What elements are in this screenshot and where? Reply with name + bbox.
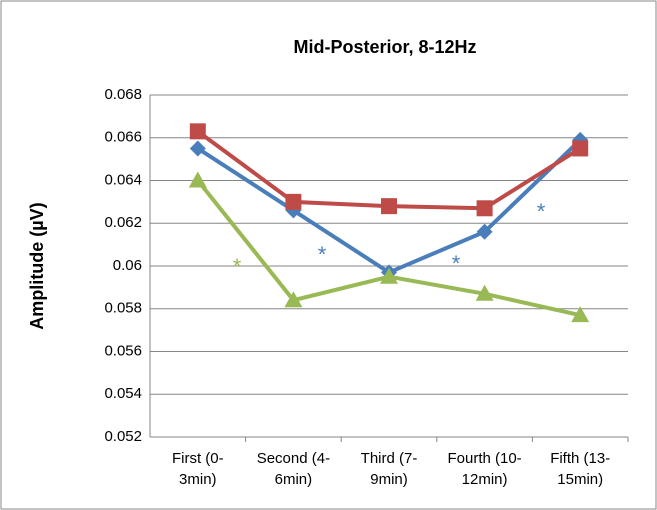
x-tick-label: Fourth (10-12min) — [447, 450, 521, 488]
marker — [476, 200, 493, 217]
x-tick-label: Second (4-6min) — [257, 450, 330, 488]
y-axis-label: Amplitude (µV) — [27, 202, 47, 329]
x-tick-label: Third (7-9min) — [361, 450, 418, 488]
y-tick-label: 0.062 — [104, 214, 142, 231]
marker — [284, 291, 303, 308]
y-tick-label: 0.068 — [104, 86, 142, 103]
marker — [189, 140, 206, 157]
marker — [188, 171, 207, 188]
chart-title: Mid-Posterior, 8-12Hz — [293, 37, 476, 57]
marker — [476, 223, 493, 240]
marker — [380, 267, 398, 284]
annotation: * — [452, 251, 461, 276]
annotation: * — [537, 199, 546, 224]
y-tick-label: 0.064 — [104, 171, 142, 188]
x-tick-label: Fifth (13-15min) — [550, 450, 610, 488]
marker — [285, 193, 302, 210]
x-tick-label: First (0-3min) — [172, 450, 224, 488]
y-tick-label: 0.058 — [104, 300, 142, 317]
y-tick-label: 0.054 — [104, 385, 142, 402]
marker — [572, 140, 589, 157]
y-tick-label: 0.06 — [113, 257, 142, 274]
y-tick-label: 0.052 — [104, 428, 142, 445]
annotation: * — [318, 242, 327, 267]
marker — [571, 306, 590, 323]
marker — [475, 284, 494, 301]
marker — [189, 123, 206, 140]
y-tick-label: 0.066 — [104, 129, 142, 146]
marker — [381, 198, 397, 215]
annotation: * — [233, 254, 242, 279]
y-tick-label: 0.056 — [104, 342, 142, 359]
